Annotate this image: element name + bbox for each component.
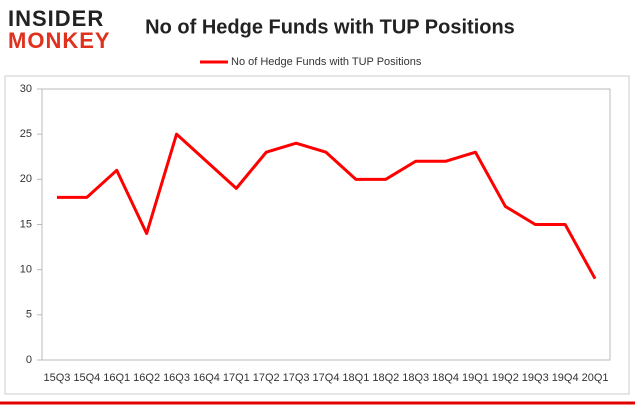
y-tick-label: 0 bbox=[26, 354, 32, 366]
x-tick-label: 16Q2 bbox=[133, 372, 160, 384]
logo-bottom: MONKEY bbox=[8, 28, 111, 53]
legend-label: No of Hedge Funds with TUP Positions bbox=[231, 56, 422, 68]
x-tick-label: 19Q1 bbox=[462, 372, 489, 384]
x-tick-label: 17Q3 bbox=[283, 372, 310, 384]
plot-area bbox=[41, 88, 611, 361]
logo-top: INSIDER bbox=[8, 6, 104, 31]
x-tick-label: 16Q4 bbox=[193, 372, 220, 384]
x-tick-label: 18Q4 bbox=[432, 372, 459, 384]
x-tick-label: 17Q1 bbox=[223, 372, 250, 384]
x-tick-label: 19Q4 bbox=[552, 372, 579, 384]
x-tick-label: 16Q3 bbox=[163, 372, 190, 384]
y-tick-label: 30 bbox=[20, 83, 32, 95]
x-tick-label: 18Q3 bbox=[402, 372, 429, 384]
x-tick-label: 20Q1 bbox=[582, 372, 609, 384]
data-line bbox=[56, 132, 597, 280]
x-tick-label: 18Q2 bbox=[372, 372, 399, 384]
x-tick-label: 16Q1 bbox=[103, 372, 130, 384]
y-tick-label: 25 bbox=[20, 128, 32, 140]
x-tick-label: 17Q2 bbox=[253, 372, 280, 384]
x-tick-label: 18Q1 bbox=[342, 372, 369, 384]
chart-frame bbox=[4, 75, 630, 395]
x-tick-label: 15Q4 bbox=[73, 372, 100, 384]
x-tick-label: 15Q3 bbox=[43, 372, 70, 384]
x-tick-label: 19Q2 bbox=[492, 372, 519, 384]
chart-title: No of Hedge Funds with TUP Positions bbox=[145, 16, 515, 38]
x-tick-label: 17Q4 bbox=[313, 372, 340, 384]
y-tick-label: 5 bbox=[26, 309, 32, 321]
y-tick-label: 10 bbox=[20, 264, 32, 276]
y-tick-label: 20 bbox=[20, 173, 32, 185]
y-tick-label: 15 bbox=[20, 218, 32, 230]
x-tick-label: 19Q3 bbox=[522, 372, 549, 384]
